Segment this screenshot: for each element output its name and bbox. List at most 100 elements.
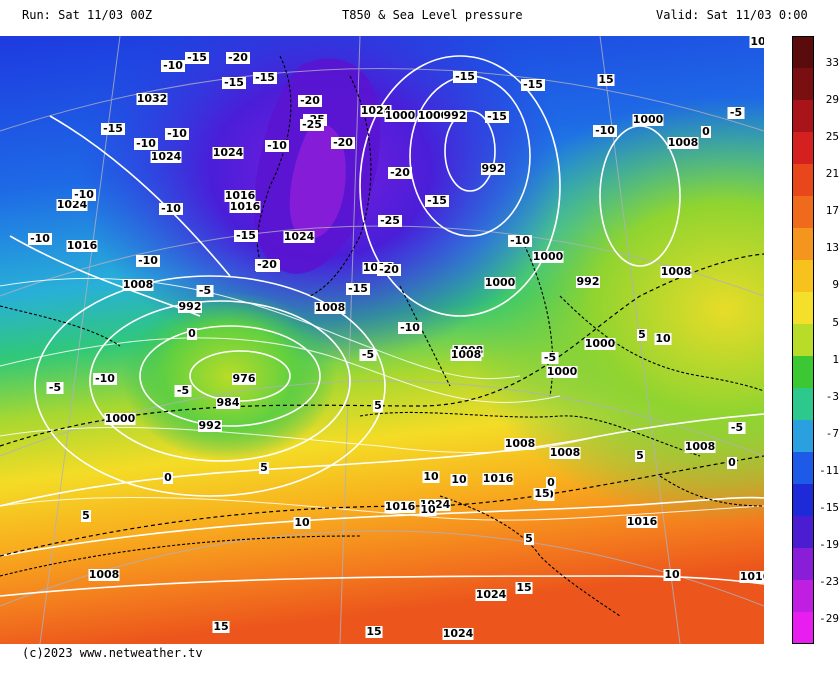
colorbar-band [792,68,814,101]
colorbar-band [792,36,814,69]
isotherm-label: -20 [257,258,277,271]
isotherm-label: -10 [138,254,158,267]
isobar-label: 1000 [585,337,616,350]
isobar-label-bg [224,190,256,202]
isotherm-label-bg [331,137,355,149]
isobar-label: 1008 [451,348,482,361]
isotherm-label: 15 [366,625,381,638]
colorbar-band [792,196,814,229]
isotherm-label-bg [222,77,246,89]
isotherm-label-bg [365,626,383,638]
colorbar-tick-label: -7 [825,426,839,440]
isotherm-label: -20 [333,136,353,149]
isotherm-label-bg [253,72,277,84]
isotherm-label-bg [174,385,192,397]
isobar-label-bg [104,413,136,425]
isotherm-label: -10 [167,127,187,140]
colorbar-band [792,228,814,261]
isobar-label-bg [739,571,764,583]
isotherm-label-bg [453,71,477,83]
isobar-label-bg [549,447,581,459]
run-time-label: Run: Sat 11/03 00Z [22,8,153,22]
isobar-label-bg [314,302,346,314]
isobar-label: 984 [217,396,240,409]
isobar-label: 1016 [627,515,658,528]
colorbar-band [792,356,814,389]
isotherm-label-bg [72,189,96,201]
isobar-label: 1008 [315,301,346,314]
isotherm-label-bg [524,533,534,545]
isobar-label: 1000 [105,412,136,425]
colorbar-tick-label: 5 [832,315,839,329]
isobar-label-bg [626,516,658,528]
isobar-label: 1016 [385,500,416,513]
isobar-label-bg [442,628,474,640]
isotherm-label: 15 [534,487,549,500]
isotherm-label-bg [163,472,173,484]
colorbar-tick-label: 29 [825,93,839,107]
isobar-label: 1000 [418,109,449,122]
isotherm-label: 15 [516,581,531,594]
isobar-label-bg [667,137,699,149]
isotherm-label: -20 [379,263,399,276]
isotherm-label: -5 [544,351,556,364]
isotherm-label-bg [593,125,617,137]
isotherm-label-bg [93,373,117,385]
isotherm-label-bg [701,126,711,138]
isotherm-label: -15 [187,51,207,64]
colorbar-band [792,548,814,581]
isobar-label-bg [576,276,600,288]
isotherm-label: -20 [390,166,410,179]
isobar-label-bg [584,338,616,350]
colorbar-band [792,420,814,453]
isotherm-label-bg [28,233,52,245]
isobar-label: 1024 [443,627,474,640]
isotherm-label-bg [373,400,383,412]
isobar-label: 1008 [685,440,716,453]
isotherm-label: -5 [731,421,743,434]
isotherm-label-bg [212,621,230,633]
isotherm-label-bg [521,79,545,91]
isobar-label-bg [150,151,182,163]
isobar-label-bg [481,163,505,175]
isotherm-label: 10 [664,568,680,581]
isobar-label: 1008 [89,568,120,581]
isotherm-label-bg [134,138,158,150]
isobar-label-bg [88,569,120,581]
isobar-label: 1024 [57,198,88,211]
isobar-label: 1000 [547,365,578,378]
isotherm-label: -15 [455,70,475,83]
isobar-label: 1024 [151,150,182,163]
isobar-label: 1000 [533,250,564,263]
isotherm-label: 15 [598,73,613,86]
isotherm-label: -5 [730,106,742,119]
isotherm-label: -10 [163,59,183,72]
isotherm-label: 5 [82,509,90,522]
credit-text: (c)2023 www.netweather.tv [22,646,203,660]
isotherm-label-bg [728,422,746,434]
isotherm-label: -15 [224,76,244,89]
isobar-label-bg [532,251,564,263]
isobar-label-bg [122,279,154,291]
isobar-label: 1032 [137,92,168,105]
isotherm-label-bg [161,60,185,72]
isobar-label-bg [484,277,516,289]
isotherm-label-bg [727,107,745,119]
isobar-label-bg [443,110,467,122]
isobar-label-bg [136,93,168,105]
colorbar-tick-label: 33 [825,56,839,69]
isobar-label-bg [684,441,716,453]
isotherm-label-bg [46,382,64,394]
isotherm-label: -25 [302,118,322,131]
isobar-label-bg [283,231,315,243]
colorbar-band [792,484,814,517]
isobar-label: 1008 [123,278,154,291]
isotherm-label-bg [187,328,197,340]
isotherm-label-bg [749,36,764,48]
temperature-isotherms [0,277,764,521]
colorbar-band [792,452,814,485]
isobar-label: 1016 [230,200,261,213]
isotherm-label-bg [546,477,556,489]
isobar-label: 976 [233,372,256,385]
isotherm-label-bg [300,119,324,131]
